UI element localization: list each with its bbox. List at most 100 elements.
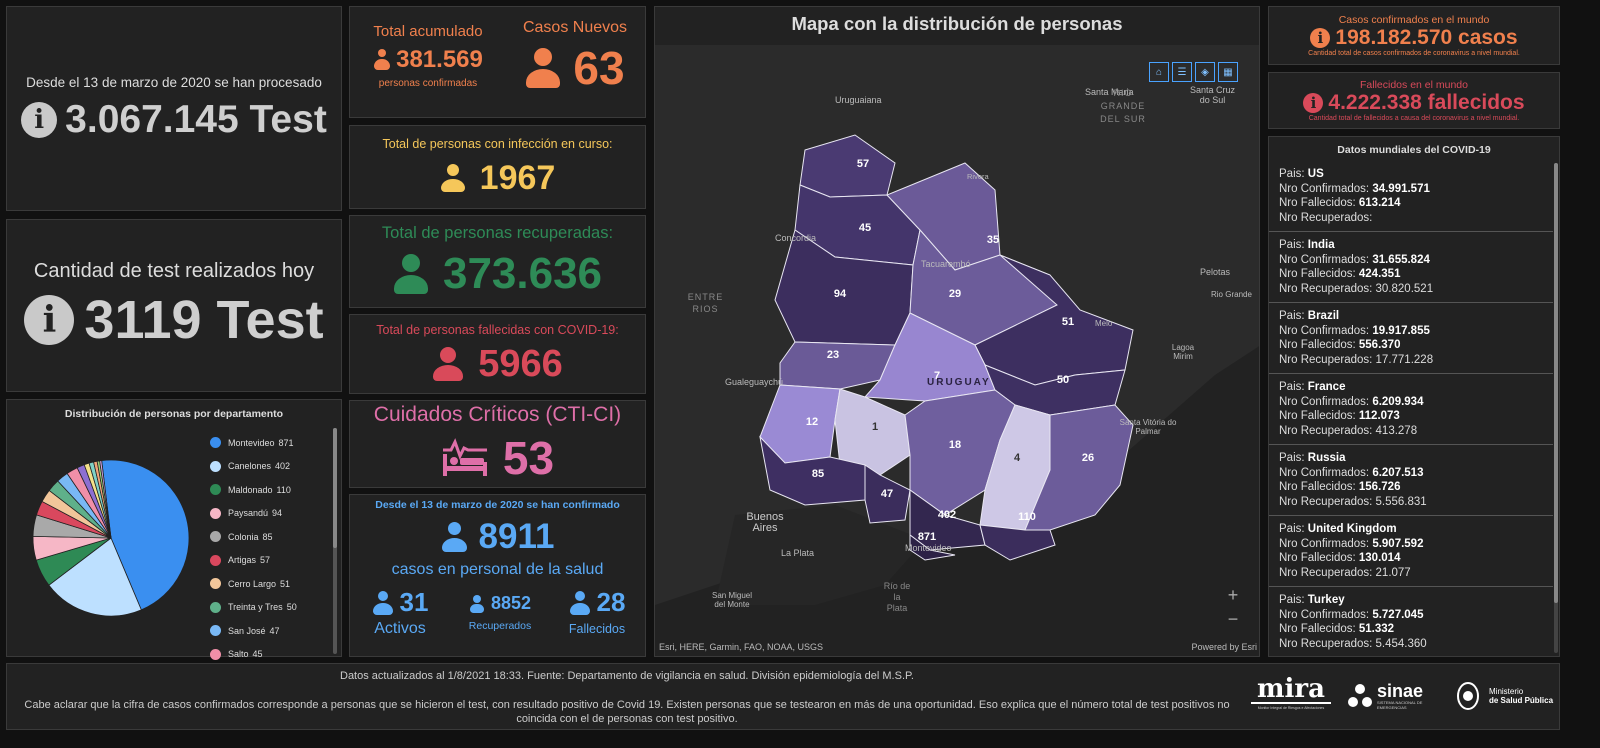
- legend-swatch: [210, 531, 221, 543]
- place-label: Uruguaiana: [835, 95, 882, 105]
- hospital-bed-icon: [442, 438, 487, 476]
- casos-nuevos-title: Casos Nuevos: [522, 19, 628, 36]
- map-department[interactable]: [834, 388, 911, 476]
- layer-list-icon[interactable]: ☰: [1172, 62, 1192, 82]
- fallecidos-label: Fallecidos: [568, 622, 626, 636]
- pie-slice[interactable]: [48, 537, 142, 617]
- country-list[interactable]: Pais: US Nro Confirmados: 34.991.571 Nro F…: [1269, 161, 1553, 656]
- map-powered-by[interactable]: Powered by Esri: [1191, 642, 1257, 652]
- salud-subtitle: casos en personal de la salud: [391, 561, 604, 578]
- legend-value: 110: [276, 484, 291, 495]
- recuperados-value: 8852: [490, 593, 532, 613]
- map-department[interactable]: [799, 134, 896, 198]
- world-confirmed-caption: Cantidad total de casos confirmados de c…: [1308, 50, 1520, 57]
- zoom-in-button[interactable]: +: [1227, 585, 1239, 605]
- person-icon: [469, 594, 485, 613]
- pie-slice[interactable]: [101, 459, 190, 611]
- country-entry[interactable]: Pais: US Nro Confirmados: 34.991.571 Nro F…: [1269, 161, 1553, 232]
- country-entry[interactable]: Pais: Russia Nro Confirmados: 6.207.513 Nr…: [1269, 445, 1553, 516]
- map-department[interactable]: [909, 534, 956, 561]
- recuperados-label: Recuperados: [468, 620, 532, 632]
- legend-value: 45: [252, 649, 263, 660]
- map-department-label: 12: [806, 416, 818, 428]
- map-department-label: 57: [857, 158, 869, 170]
- legend-item[interactable]: Treinta y Tres 50: [210, 596, 297, 620]
- acumulado-title: Total acumulado: [373, 23, 483, 40]
- legend-item[interactable]: San José 47: [210, 619, 297, 643]
- legend-scrollbar[interactable]: [333, 428, 337, 654]
- legend-item[interactable]: Artigas 57: [210, 549, 297, 573]
- legend-label: Cerro Largo: [228, 578, 277, 589]
- legend-swatch: [210, 601, 221, 613]
- map-department-label: 35: [987, 234, 999, 246]
- legend-item[interactable]: Salto 45: [210, 643, 297, 667]
- world-deaths-caption: Cantidad total de fallecidos a causa del…: [1308, 115, 1520, 122]
- world-confirmed-panel: Casos confirmados en el mundo i 198.182.…: [1268, 6, 1560, 65]
- home-icon[interactable]: ⌂: [1149, 62, 1169, 82]
- map-title: Mapa con la distribución de personas: [655, 7, 1259, 45]
- legend-item[interactable]: Maldonado 110: [210, 478, 297, 502]
- tests-today-caption: Cantidad de test realizados hoy: [33, 260, 315, 282]
- pie-panel: Distribución de personas por departament…: [6, 399, 342, 660]
- map-department[interactable]: [979, 524, 1056, 561]
- map-department-label: 871: [918, 531, 936, 543]
- place-label: San Miguel del Monte: [711, 591, 753, 609]
- country-entry[interactable]: Pais: France Nro Confirmados: 6.209.934 Nr…: [1269, 374, 1553, 445]
- place-label: Pelotas: [1200, 267, 1231, 277]
- map-canvas[interactable]: 57 45 35 94 29 51 23 7 50 12 1 18 4 26 85 47 402 110 871 U…: [655, 45, 1259, 656]
- legend-item[interactable]: Montevideo 871: [210, 431, 297, 455]
- person-icon: [372, 590, 394, 615]
- world-deaths-panel: Fallecidos en el mundo i 4.222.338 falle…: [1268, 72, 1560, 129]
- country-entry[interactable]: Pais: India Nro Confirmados: 31.655.824 Nr…: [1269, 232, 1553, 303]
- place-label: Santa Maria: [1085, 87, 1134, 97]
- fallecidas-panel: Total de personas fallecidas con COVID-1…: [349, 314, 646, 394]
- info-icon: i: [1310, 28, 1331, 48]
- list-scrollbar[interactable]: [1554, 163, 1558, 653]
- place-label: Santa Vitória do Palmar: [1119, 418, 1177, 436]
- world-confirmed-title: Casos confirmados en el mundo: [1338, 14, 1490, 26]
- place-label: Rivera: [967, 172, 989, 181]
- world-confirmed-value: 198.182.570 casos: [1335, 26, 1518, 49]
- info-icon: i: [21, 102, 58, 138]
- legend-value: 871: [278, 437, 294, 448]
- map-department-label: 23: [827, 349, 839, 361]
- sinae-logo: sinae SISTEMA NACIONAL DE EMERGENCIAS: [1347, 682, 1437, 710]
- legend-label: Maldonado: [228, 484, 273, 495]
- map-department-label: 18: [949, 439, 961, 451]
- country-entry[interactable]: Pais: Turkey Nro Confirmados: 5.727.045 Nr…: [1269, 587, 1553, 656]
- en-curso-value: 1967: [479, 158, 556, 197]
- legend-item[interactable]: Canelones 402: [210, 455, 297, 479]
- legend-value: 47: [269, 625, 280, 636]
- person-icon: [373, 49, 391, 71]
- place-label: La Plata: [781, 548, 815, 558]
- legend-item[interactable]: Colonia 85: [210, 525, 297, 549]
- legend-swatch: [210, 625, 221, 637]
- map-attribution: Esri, HERE, Garmin, FAO, NOAA, USGS: [659, 642, 824, 652]
- map-department-label: 51: [1062, 316, 1074, 328]
- en-curso-panel: Total de personas con infección en curso…: [349, 125, 646, 209]
- legend-item[interactable]: Paysandú 94: [210, 502, 297, 526]
- world-deaths-value: 4.222.338 fallecidos: [1328, 91, 1525, 114]
- map-department-label: 45: [859, 222, 871, 234]
- map-department[interactable]: [864, 464, 911, 524]
- recuperadas-title: Total de personas recuperadas:: [381, 224, 614, 242]
- pie-slice[interactable]: [99, 460, 112, 539]
- country-entry[interactable]: Pais: Brazil Nro Confirmados: 19.917.855 N…: [1269, 303, 1553, 374]
- pie-chart: [32, 459, 190, 617]
- legend-label: Artigas: [228, 555, 257, 566]
- country-label: URUGUAY: [927, 377, 991, 388]
- activos-label: Activos: [374, 620, 426, 637]
- qr-code-icon[interactable]: ▦: [1218, 62, 1238, 82]
- fallecidos-value: 28: [596, 587, 626, 617]
- country-entry[interactable]: Pais: United Kingdom Nro Confirmados: 5.9…: [1269, 516, 1553, 587]
- layers-icon[interactable]: ◈: [1195, 62, 1215, 82]
- place-label: ENTRE RIOS: [687, 292, 724, 314]
- zoom-out-button[interactable]: −: [1227, 609, 1239, 629]
- activos-value: 31: [399, 587, 429, 617]
- salud-value: 8911: [478, 517, 555, 556]
- map-department[interactable]: [1024, 404, 1134, 531]
- world-list-panel: Datos mundiales del COVID-19 Pais: US Nro…: [1268, 136, 1560, 657]
- map-department-label: 29: [949, 288, 961, 300]
- legend-item[interactable]: Cerro Largo 51: [210, 572, 297, 596]
- map-department-label: 7: [934, 370, 940, 382]
